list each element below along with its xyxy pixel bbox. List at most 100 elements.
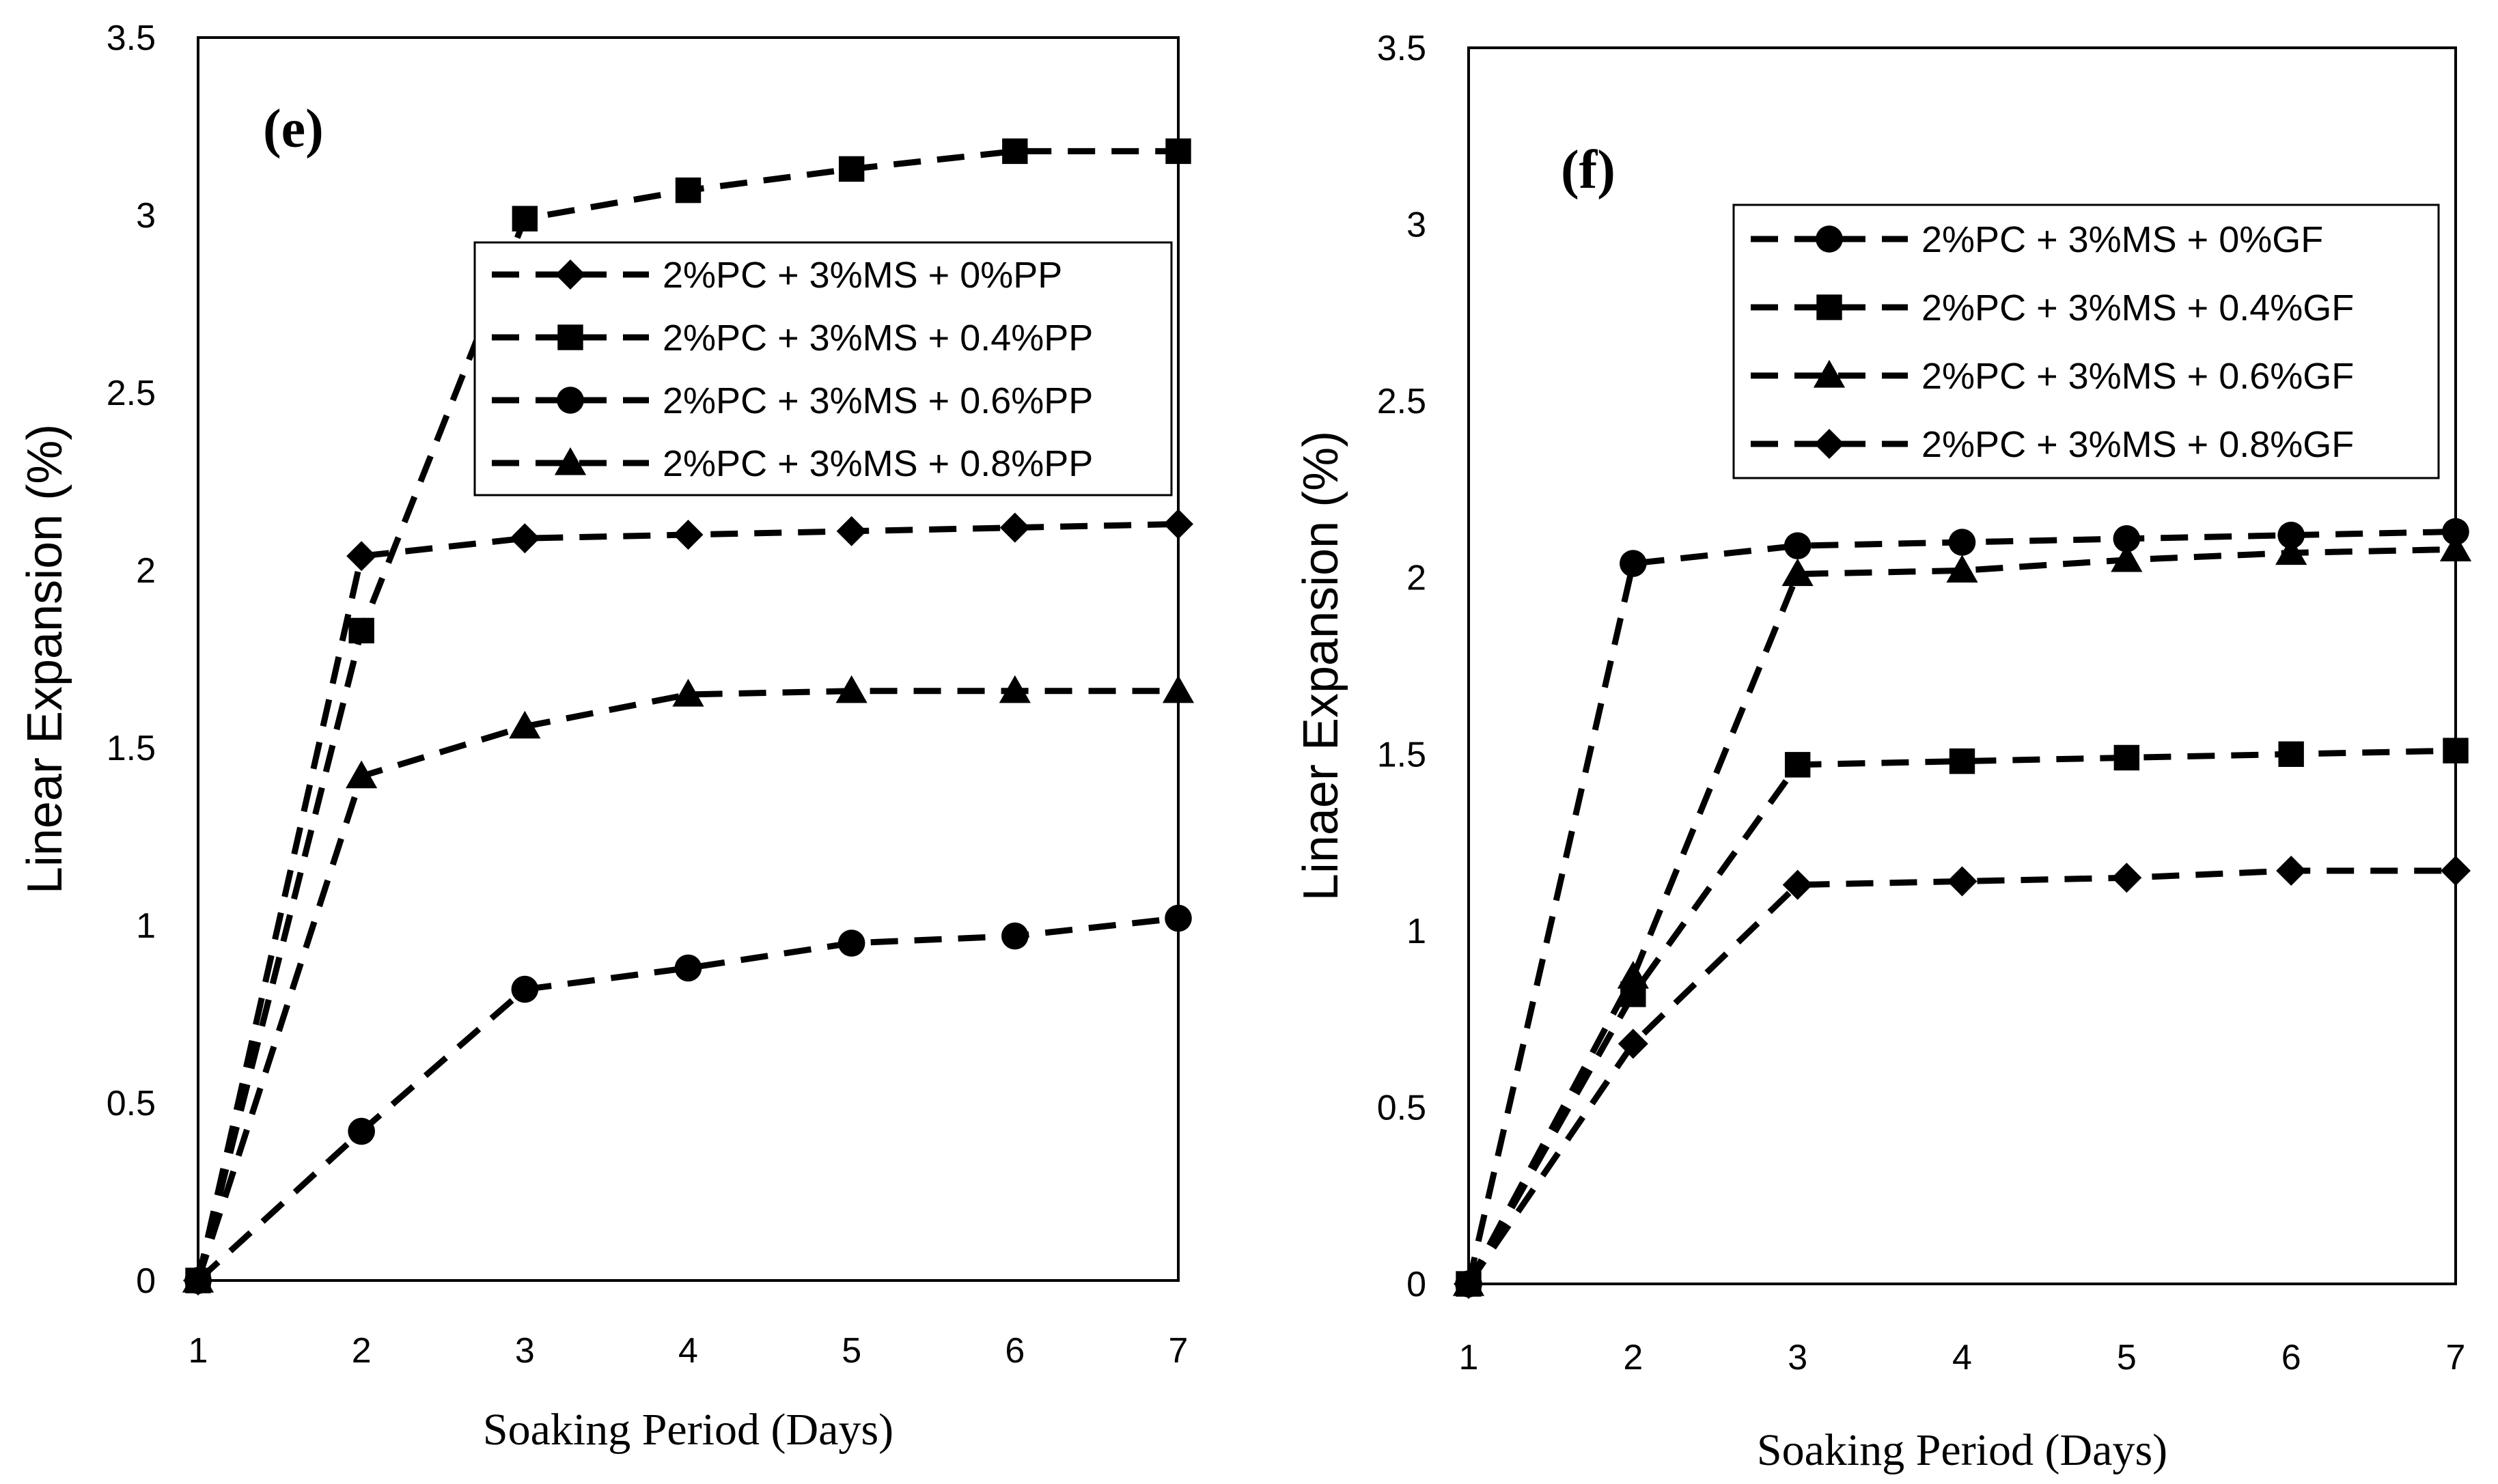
x-tick-label: 3 xyxy=(515,1331,535,1371)
data-point xyxy=(2439,533,2472,561)
x-tick-label: 4 xyxy=(678,1331,698,1371)
legend-item: 2%PC + 3%MS + 0.8%GF xyxy=(1751,424,2354,465)
data-point xyxy=(1784,752,1811,778)
x-tick-label: 2 xyxy=(352,1331,372,1371)
series-diamond xyxy=(183,509,1193,1296)
data-point xyxy=(2278,741,2304,767)
series-triangle xyxy=(182,675,1195,1293)
legend-item: 2%PC + 3%MS + 0.4%GF xyxy=(1751,288,2354,328)
data-point xyxy=(1949,748,1975,774)
series-line xyxy=(1466,747,2456,1286)
plot-area-frame xyxy=(1467,46,2457,1285)
legend-label: 2%PC + 3%MS + 0.8%GF xyxy=(1921,424,2354,465)
series-line xyxy=(1465,528,2456,1285)
x-axis-title: Soaking Period (Days) xyxy=(483,1405,893,1455)
series-line xyxy=(1466,546,2456,1286)
data-point xyxy=(1162,675,1195,703)
data-point xyxy=(1620,550,1647,577)
y-tick-label: 2.5 xyxy=(1377,382,1426,421)
legend-item: 2%PC + 3%MS + 0.8%PP xyxy=(492,443,1093,484)
chart-e: 0 0.5 1 1.5 2 2.5 3 3.5 1 2 3 4 5 6 7 Linear Expansion … xyxy=(18,18,1195,1455)
data-point xyxy=(1002,138,1028,165)
legend-item: 2%PC + 3%MS + 0.6%PP xyxy=(492,380,1093,421)
data-point xyxy=(1163,509,1193,540)
legend-marker xyxy=(557,387,584,414)
data-point xyxy=(346,760,378,789)
legend-marker xyxy=(557,324,583,350)
legend-marker xyxy=(555,260,585,290)
legend-item: 2%PC + 3%MS + 0%GF xyxy=(1751,219,2323,260)
y-tick-label: 0 xyxy=(1406,1265,1426,1304)
data-point xyxy=(2111,544,2143,572)
series-circle xyxy=(184,904,1192,1294)
data-point xyxy=(182,1264,214,1293)
legend-item: 2%PC + 3%MS + 0%PP xyxy=(492,255,1062,296)
x-tick-label: 1 xyxy=(1459,1338,1479,1377)
y-tick-label: 2.5 xyxy=(107,374,156,413)
y-axis-title: Linear Expansion (%) xyxy=(18,424,72,894)
legend-label: 2%PC + 3%MS + 0.6%PP xyxy=(663,380,1093,421)
data-point xyxy=(2277,521,2305,549)
y-tick-label: 3.5 xyxy=(107,18,156,58)
legend-label: 2%PC + 3%MS + 0.4%PP xyxy=(663,318,1093,359)
series-line xyxy=(195,688,1178,1282)
x-tick-label: 4 xyxy=(1952,1338,1972,1377)
x-tick-label: 5 xyxy=(2117,1338,2137,1377)
data-point xyxy=(2113,744,2140,771)
data-point xyxy=(348,1117,375,1145)
y-tick-label: 1.5 xyxy=(107,729,156,768)
data-point xyxy=(2275,537,2307,565)
chart-f: 0 0.5 1 1.5 2 2.5 3 3.5 1 2 3 4 5 6 7 Linaer Expansion … xyxy=(1294,29,2472,1475)
legend-label: 2%PC + 3%MS + 0%GF xyxy=(1921,219,2323,260)
data-point xyxy=(1947,866,1977,897)
x-tick-label: 2 xyxy=(1623,1338,1643,1377)
data-point xyxy=(2113,525,2141,552)
data-point xyxy=(1946,555,1978,583)
data-point xyxy=(1948,529,1976,556)
data-point xyxy=(672,678,704,707)
data-point xyxy=(346,541,377,572)
data-point xyxy=(509,710,541,739)
data-point xyxy=(2111,863,2142,893)
data-point xyxy=(999,675,1031,703)
data-point xyxy=(1165,904,1192,932)
x-tick-label: 3 xyxy=(1788,1338,1807,1377)
legend-label: 2%PC + 3%MS + 0%PP xyxy=(663,255,1062,296)
panel-label: (f) xyxy=(1561,140,1615,200)
data-point xyxy=(510,523,540,554)
legend: 2%PC + 3%MS + 0%PP 2%PC + 3%MS + 0.4%PP 2%… xyxy=(473,241,1173,496)
legend-item: 2%PC + 3%MS + 0.4%PP xyxy=(492,318,1093,359)
x-tick-label: 7 xyxy=(2446,1338,2466,1377)
y-tick-label: 2 xyxy=(1406,559,1426,598)
data-point xyxy=(2441,855,2471,886)
series-circle xyxy=(1455,518,2469,1298)
x-tick-label: 6 xyxy=(1005,1331,1025,1371)
series-square xyxy=(1456,738,2469,1297)
legend-frame xyxy=(473,241,1173,496)
data-point xyxy=(1784,532,1812,559)
x-tick-label: 7 xyxy=(1169,1331,1189,1371)
legend-marker xyxy=(1814,429,1844,459)
data-point xyxy=(2442,518,2469,546)
y-tick-label: 0.5 xyxy=(107,1084,156,1123)
legend-frame xyxy=(1732,204,2440,479)
data-point xyxy=(836,516,867,546)
y-axis-title: Linaer Expansion (%) xyxy=(1294,431,1348,901)
series-diamond xyxy=(1454,855,2471,1299)
data-point xyxy=(1781,558,1814,587)
data-point xyxy=(835,675,868,703)
legend: 2%PC + 3%MS + 0%GF 2%PC + 3%MS + 0.4%GF 2%… xyxy=(1732,204,2440,479)
data-point xyxy=(837,929,865,957)
x-tick-label: 5 xyxy=(842,1331,861,1371)
series-triangle xyxy=(1452,533,2472,1296)
data-point xyxy=(999,512,1030,543)
x-axis-title: Soaking Period (Days) xyxy=(1757,1425,2167,1475)
plot-area-frame xyxy=(197,36,1180,1282)
data-point xyxy=(1001,922,1029,950)
data-point xyxy=(673,520,704,550)
y-tick-label: 3.5 xyxy=(1377,29,1426,68)
y-tick-label: 0 xyxy=(136,1261,156,1301)
data-point xyxy=(838,156,865,182)
legend-marker xyxy=(554,447,587,475)
